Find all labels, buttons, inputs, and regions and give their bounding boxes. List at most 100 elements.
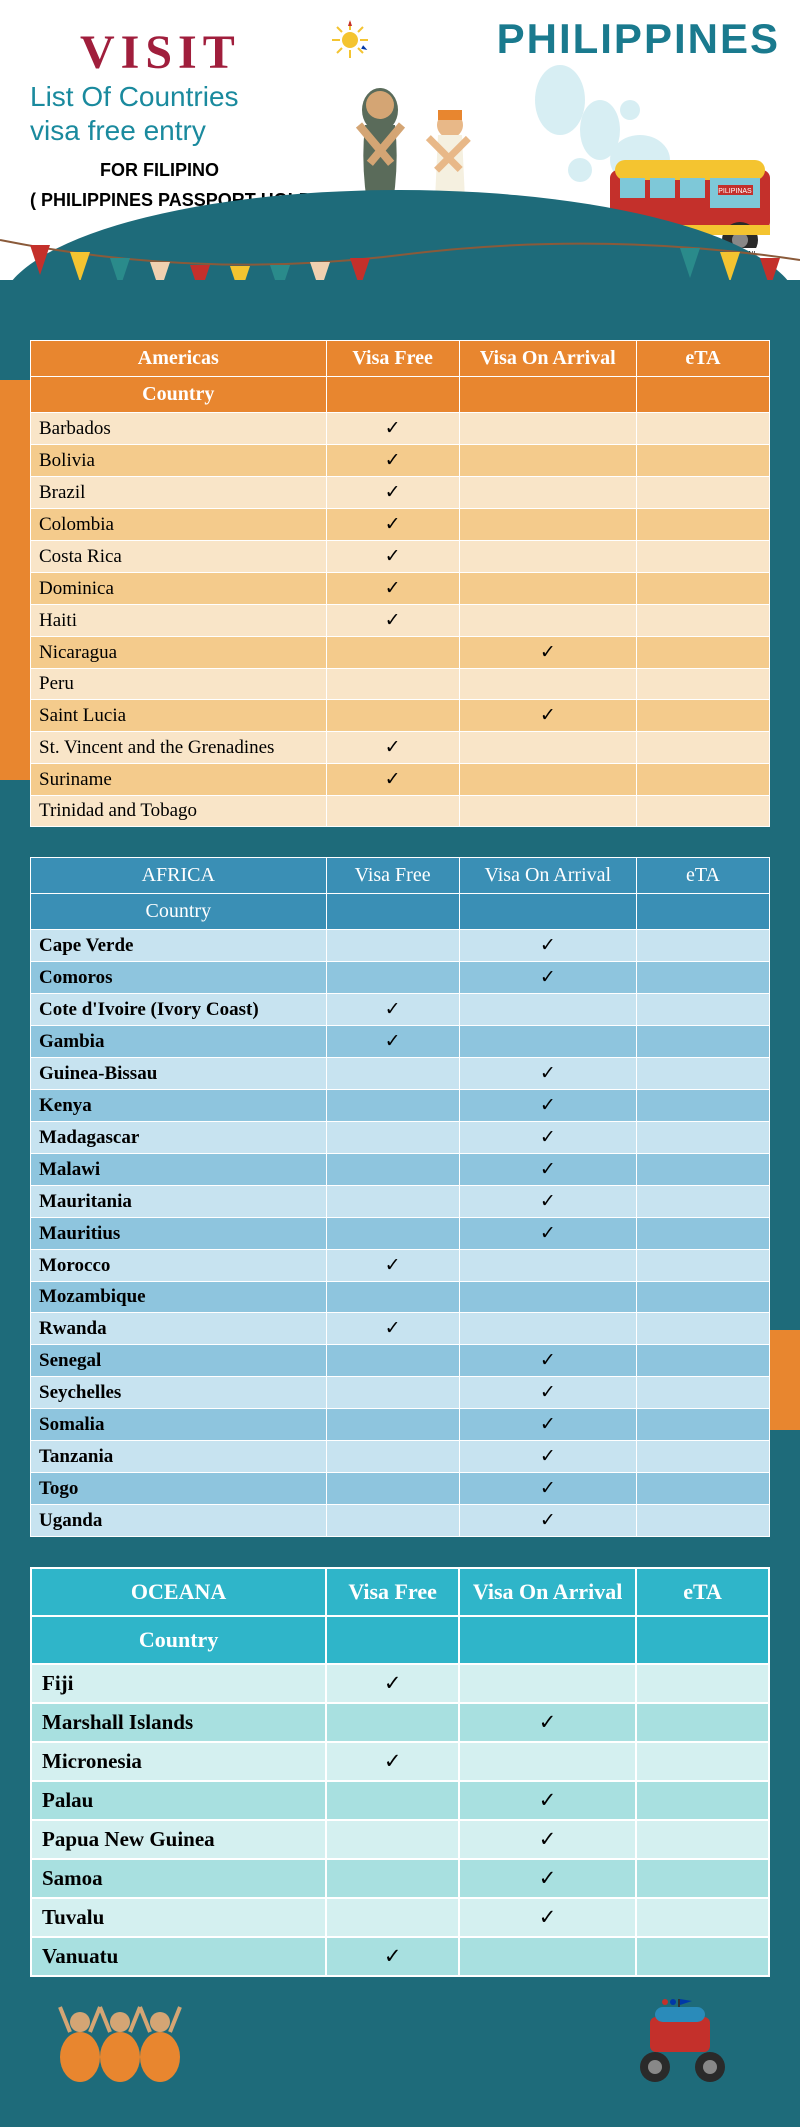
visa-free-cell: ✓ — [326, 1026, 459, 1058]
visa-free-cell — [326, 1218, 459, 1250]
visa-free-cell — [326, 1154, 459, 1186]
table-row: Micronesia✓ — [31, 1742, 769, 1781]
visa-free-cell: ✓ — [326, 413, 459, 445]
country-header-row: Country — [31, 1616, 769, 1664]
visa-free-cell — [326, 796, 459, 827]
visa-on-arrival-cell — [459, 1742, 636, 1781]
visa-free-cell: ✓ — [326, 994, 459, 1026]
eta-cell — [636, 1122, 769, 1154]
table-row: Cape Verde✓ — [31, 930, 770, 962]
footer-decor — [30, 2007, 770, 2087]
table-row: Madagascar✓ — [31, 1122, 770, 1154]
visa-free-cell — [326, 1820, 459, 1859]
visa-on-arrival-cell: ✓ — [459, 1441, 636, 1473]
visa-on-arrival-cell: ✓ — [459, 1409, 636, 1441]
visa-free-cell — [326, 1090, 459, 1122]
visa-free-cell — [326, 669, 459, 700]
country-cell: Comoros — [31, 962, 327, 994]
country-cell: Malawi — [31, 1154, 327, 1186]
eta-cell — [636, 445, 769, 477]
country-cell: Nicaragua — [31, 637, 327, 669]
visa-on-arrival-header: Visa On Arrival — [459, 341, 636, 377]
eta-cell — [636, 1859, 769, 1898]
table-row: Tanzania✓ — [31, 1441, 770, 1473]
country-cell: Gambia — [31, 1026, 327, 1058]
eta-header: eTA — [636, 341, 769, 377]
country-cell: Fiji — [31, 1664, 326, 1703]
visa-free-header: Visa Free — [326, 858, 459, 894]
eta-cell — [636, 1345, 769, 1377]
visa-free-cell: ✓ — [326, 477, 459, 509]
table-row: Mauritania ✓ — [31, 1186, 770, 1218]
visa-on-arrival-cell — [459, 413, 636, 445]
visit-title: VISIT — [80, 25, 241, 80]
eta-cell — [636, 962, 769, 994]
visa-on-arrival-cell — [459, 796, 636, 827]
oceana-tbody: Fiji✓Marshall Islands✓Micronesia✓Palau✓P… — [31, 1664, 769, 1976]
page: PHILIPPINES VISIT List Of Countries visa… — [0, 0, 800, 2127]
eta-cell — [636, 994, 769, 1026]
country-cell: Morocco — [31, 1250, 327, 1282]
country-header-row: Country — [31, 894, 770, 930]
country-cell: Togo — [31, 1473, 327, 1505]
country-cell: Colombia — [31, 509, 327, 541]
table-row: Trinidad and Tobago — [31, 796, 770, 827]
tricycle-icon — [620, 1987, 740, 2087]
visa-on-arrival-cell: ✓ — [459, 1859, 636, 1898]
country-cell: Costa Rica — [31, 541, 327, 573]
country-cell: Kenya — [31, 1090, 327, 1122]
country-cell: Micronesia — [31, 1742, 326, 1781]
visa-free-cell: ✓ — [326, 605, 459, 637]
visa-free-cell — [326, 1282, 459, 1313]
visa-free-cell — [326, 1473, 459, 1505]
eta-header: eTA — [636, 858, 769, 894]
eta-cell — [636, 930, 769, 962]
eta-cell — [636, 1218, 769, 1250]
country-cell: Tuvalu — [31, 1898, 326, 1937]
visa-free-header: Visa Free — [326, 341, 459, 377]
americas-tbody: Barbados✓Bolivia✓Brazil✓Colombia✓Costa R… — [31, 413, 770, 827]
table-row: Costa Rica✓ — [31, 541, 770, 573]
visa-free-cell: ✓ — [326, 1742, 459, 1781]
visa-on-arrival-cell: ✓ — [459, 1186, 636, 1218]
table-header-row: AFRICA Visa Free Visa On Arrival eTA — [31, 858, 770, 894]
visa-on-arrival-cell — [459, 1282, 636, 1313]
visa-free-cell — [326, 700, 459, 732]
for-filipino: FOR FILIPINO — [100, 160, 219, 181]
country-cell: St. Vincent and the Grenadines — [31, 732, 327, 764]
eta-cell — [636, 1664, 769, 1703]
eta-cell — [636, 669, 769, 700]
visa-free-cell — [326, 1058, 459, 1090]
country-cell: Mauritania — [31, 1186, 327, 1218]
country-cell: Saint Lucia — [31, 700, 327, 732]
visa-on-arrival-cell: ✓ — [459, 1377, 636, 1409]
visa-free-cell: ✓ — [326, 445, 459, 477]
eta-cell — [636, 541, 769, 573]
country-cell: Suriname — [31, 764, 327, 796]
americas-table: Americas Visa Free Visa On Arrival eTA C… — [30, 340, 770, 827]
eta-cell — [636, 700, 769, 732]
visa-on-arrival-cell: ✓ — [459, 1218, 636, 1250]
visa-free-cell — [326, 1505, 459, 1537]
country-cell: Uganda — [31, 1505, 327, 1537]
country-cell: Brazil — [31, 477, 327, 509]
visa-on-arrival-cell — [459, 541, 636, 573]
visa-on-arrival-cell — [459, 732, 636, 764]
visa-free-cell: ✓ — [326, 1250, 459, 1282]
oceana-table: OCEANA Visa Free Visa On Arrival eTA Cou… — [30, 1567, 770, 1977]
visa-on-arrival-cell: ✓ — [459, 1505, 636, 1537]
country-cell: Somalia — [31, 1409, 327, 1441]
visa-on-arrival-cell — [459, 669, 636, 700]
eta-cell — [636, 605, 769, 637]
eta-cell — [636, 1154, 769, 1186]
region-header: OCEANA — [31, 1568, 326, 1616]
table-row: Palau✓ — [31, 1781, 769, 1820]
eta-cell — [636, 1058, 769, 1090]
subtitle-line1: List Of Countries — [30, 81, 239, 112]
country-cell: Seychelles — [31, 1377, 327, 1409]
content: Americas Visa Free Visa On Arrival eTA C… — [0, 280, 800, 2127]
eta-cell — [636, 413, 769, 445]
visa-free-cell — [326, 1122, 459, 1154]
africa-tbody: Cape Verde✓Comoros✓Cote d'Ivoire (Ivory … — [31, 930, 770, 1537]
visa-free-cell — [326, 962, 459, 994]
